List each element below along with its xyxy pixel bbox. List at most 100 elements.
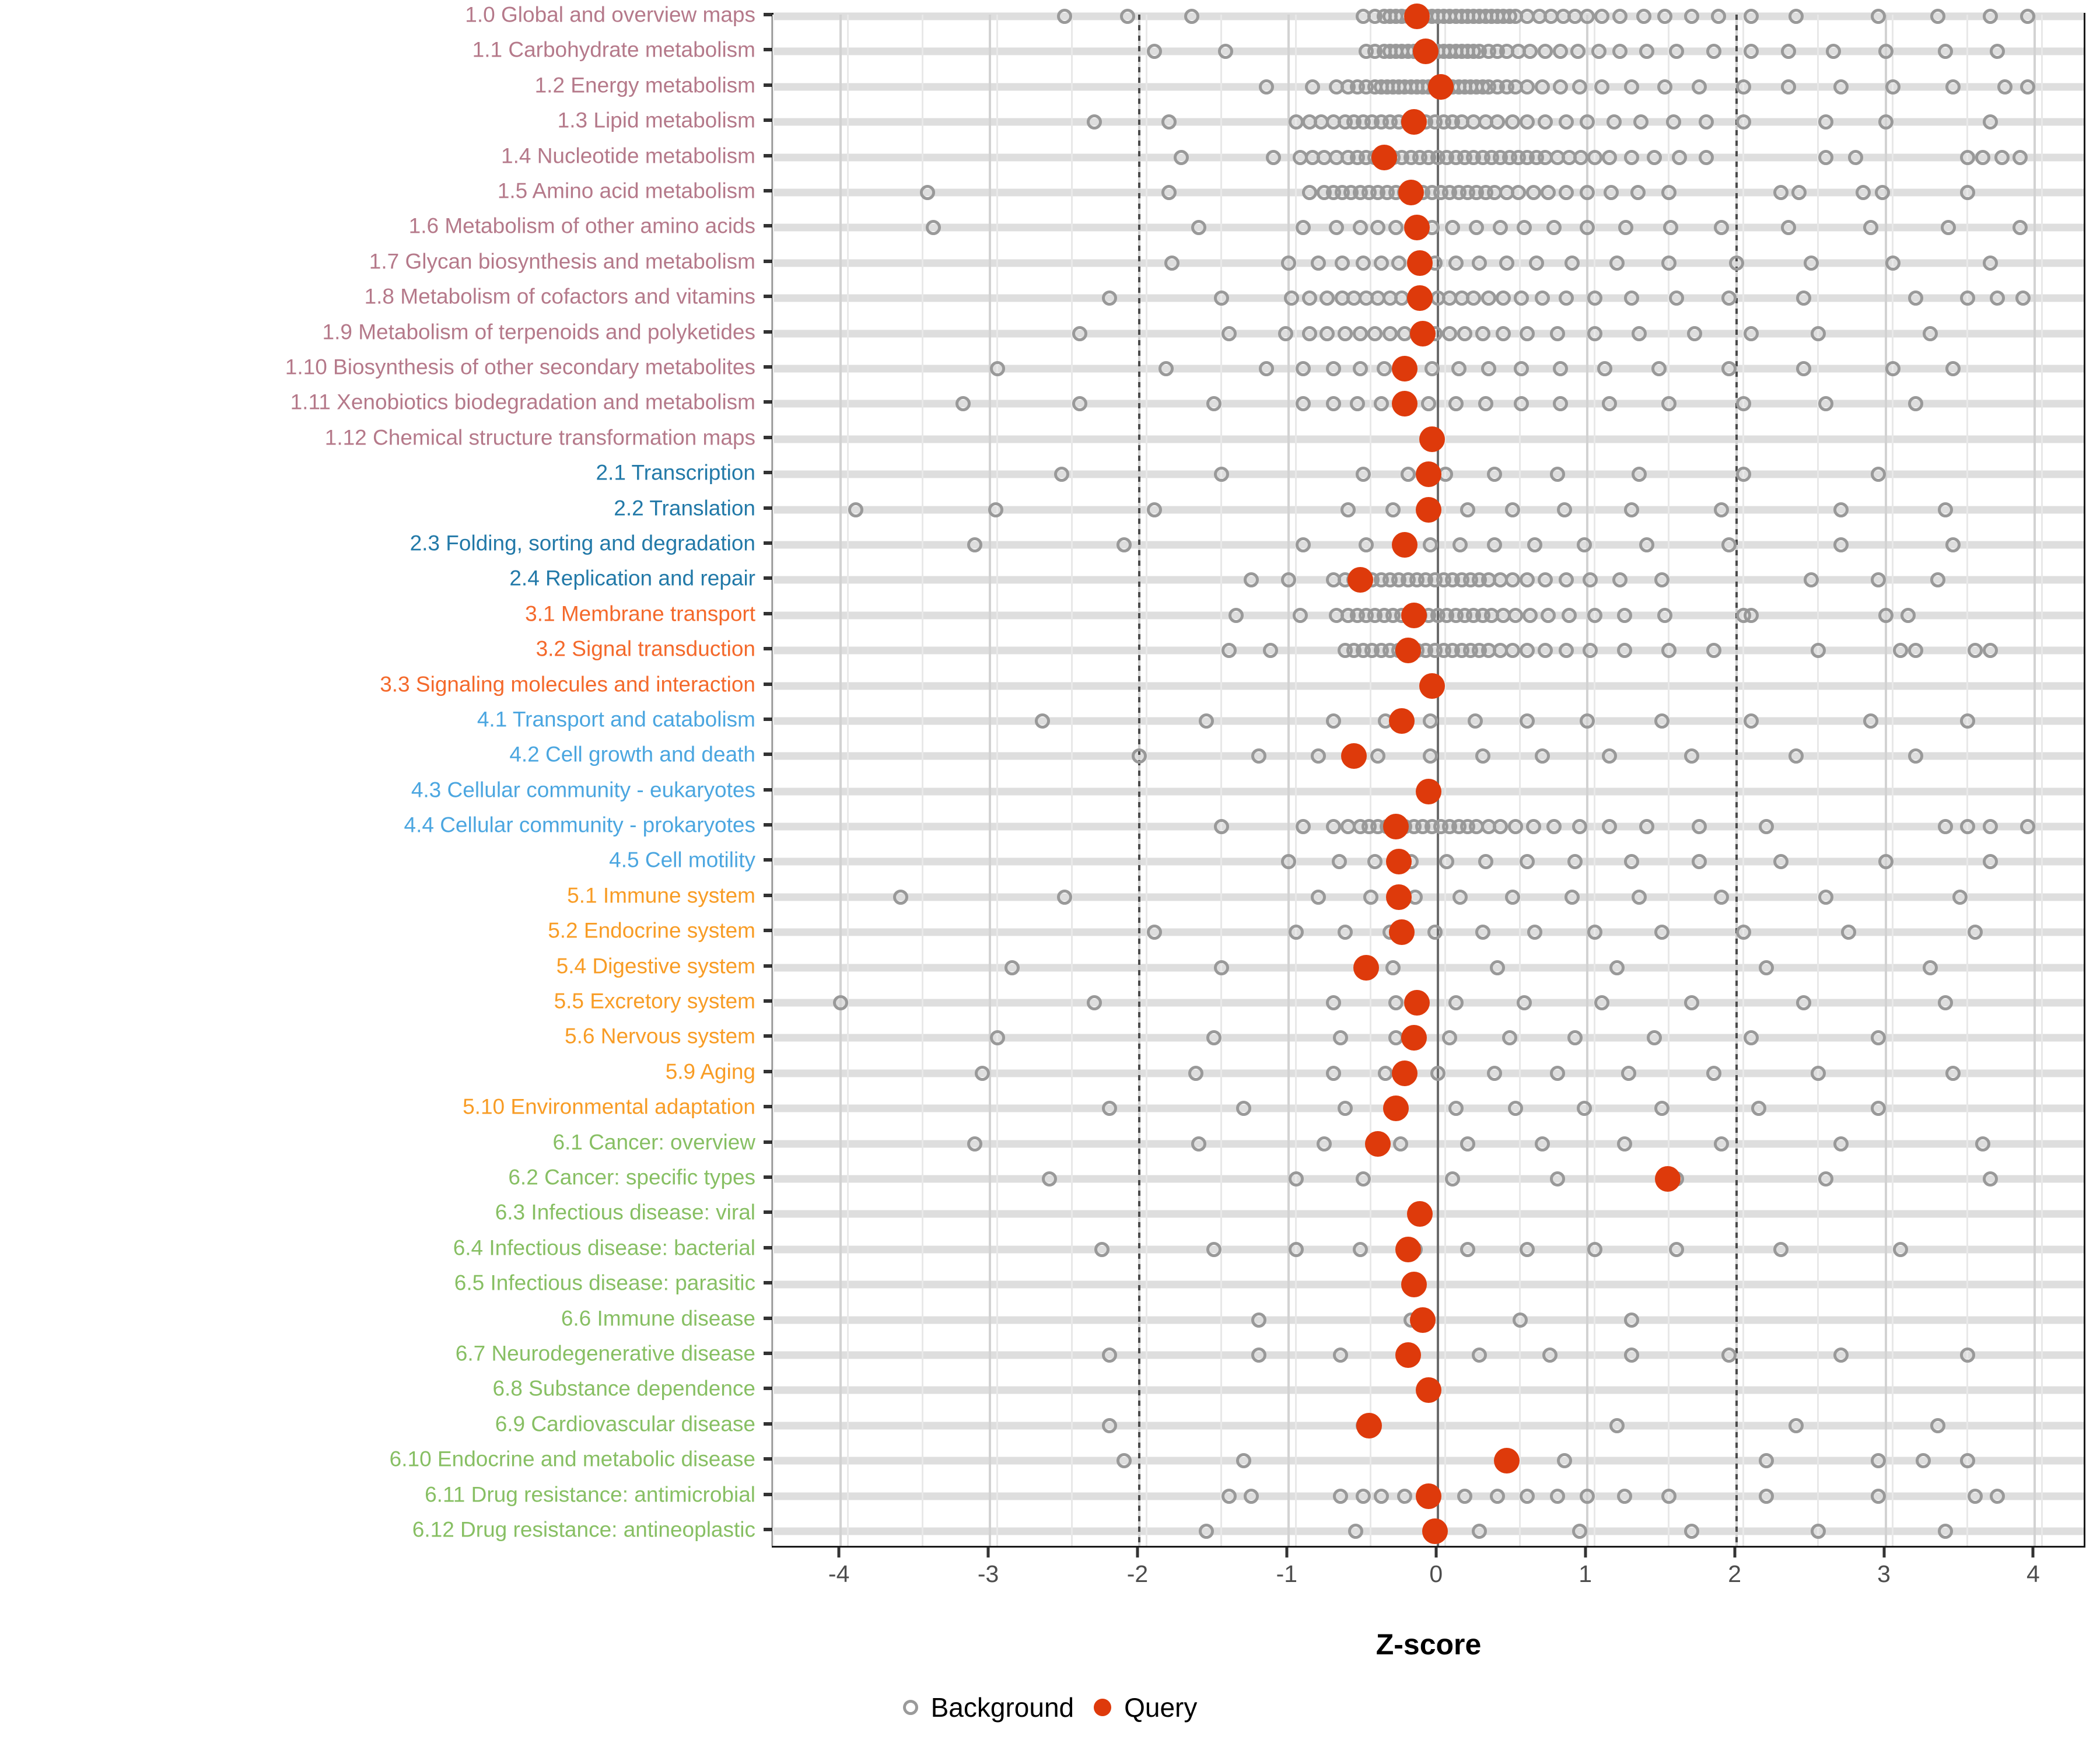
background-point <box>1054 467 1069 482</box>
background-point <box>1632 889 1647 905</box>
background-point <box>1982 255 1998 271</box>
background-point <box>1320 290 1335 306</box>
background-point <box>989 1030 1005 1046</box>
y-axis-label: 2.2 Translation <box>614 496 755 520</box>
background-point <box>1378 1065 1394 1081</box>
background-point <box>1288 1241 1304 1257</box>
background-point <box>1538 44 1553 60</box>
y-axis-tick <box>764 752 772 757</box>
background-point <box>1213 290 1229 306</box>
y-axis-label: 6.10 Endocrine and metabolic disease <box>389 1447 755 1471</box>
background-point <box>1870 1030 1886 1046</box>
background-point <box>1199 713 1214 729</box>
x-gridline-minor <box>1518 15 1521 1546</box>
background-point <box>1686 326 1702 341</box>
background-point <box>1699 114 1714 130</box>
y-axis-tick <box>764 118 772 123</box>
background-point <box>1251 1312 1266 1328</box>
background-point <box>1504 572 1520 588</box>
background-point <box>956 396 971 412</box>
background-point <box>1982 643 1998 659</box>
background-point <box>1116 537 1132 552</box>
background-point <box>1320 326 1335 341</box>
row-gridline <box>774 1422 2084 1430</box>
background-point <box>1288 925 1304 940</box>
y-axis-label: 2.4 Replication and repair <box>509 566 755 590</box>
query-point <box>1416 1483 1442 1509</box>
background-point <box>1960 149 1976 165</box>
background-point <box>1472 255 1488 271</box>
query-point <box>1416 461 1442 488</box>
background-point <box>1945 360 1961 376</box>
background-point <box>1975 149 1990 165</box>
background-point <box>1960 184 1976 200</box>
background-point <box>1472 1348 1488 1363</box>
background-point <box>1567 1030 1583 1046</box>
y-axis-tick <box>764 400 772 404</box>
x-gridline-minor <box>921 15 923 1546</box>
row-gridline <box>774 1175 2084 1183</box>
background-point <box>1937 995 1953 1011</box>
background-point <box>1538 643 1553 659</box>
background-point <box>1691 79 1707 94</box>
background-point <box>1781 79 1797 94</box>
background-point <box>1507 1101 1523 1116</box>
x-gridline <box>1884 15 1887 1546</box>
background-point <box>1636 9 1651 24</box>
background-point <box>1576 537 1592 552</box>
background-point <box>1457 1488 1472 1504</box>
background-point <box>1445 1171 1461 1187</box>
background-point <box>975 1065 991 1081</box>
background-point <box>1206 1030 1222 1046</box>
background-point <box>1363 889 1378 905</box>
background-point <box>1744 9 1759 24</box>
background-point <box>1937 819 1953 835</box>
background-point <box>1534 1136 1550 1152</box>
background-point <box>1296 819 1311 835</box>
legend-item-background[interactable]: Background <box>902 1692 1074 1723</box>
background-point <box>1661 1488 1677 1504</box>
background-point <box>1612 44 1628 60</box>
filled-circle-icon <box>1094 1699 1112 1716</box>
background-point <box>1251 748 1266 764</box>
background-point <box>1388 220 1404 236</box>
background-point <box>1646 149 1662 165</box>
background-point <box>1602 396 1618 412</box>
background-point <box>1472 1524 1488 1539</box>
x-gridline-minor <box>1369 15 1371 1546</box>
query-point <box>1401 602 1427 628</box>
background-point <box>1908 396 1923 412</box>
background-point <box>1960 290 1976 306</box>
background-point <box>1937 1524 1953 1539</box>
background-point <box>1525 819 1541 835</box>
background-point <box>1424 360 1440 376</box>
background-point <box>1490 1488 1506 1504</box>
background-point <box>1572 79 1587 94</box>
background-point <box>1616 1136 1632 1152</box>
background-point <box>1448 255 1464 271</box>
background-point <box>1618 220 1634 236</box>
background-point <box>1616 1488 1632 1504</box>
y-axis-label: 6.12 Drug resistance: antineoplastic <box>412 1517 755 1542</box>
background-point <box>1657 79 1672 94</box>
background-point <box>1773 184 1789 200</box>
y-axis-tick <box>764 893 772 897</box>
background-point <box>1624 854 1640 870</box>
reference-line-dotted <box>1138 15 1140 1546</box>
background-point <box>1579 114 1595 130</box>
y-axis-label: 4.5 Cell motility <box>609 848 755 872</box>
background-point <box>1624 1348 1640 1363</box>
background-point <box>1469 220 1485 236</box>
background-point <box>1639 44 1655 60</box>
query-point <box>1404 215 1430 241</box>
background-point <box>1818 114 1834 130</box>
background-point <box>1352 326 1368 341</box>
row-gridline <box>774 893 2084 901</box>
y-axis-tick <box>764 1316 772 1320</box>
x-gridline <box>2034 15 2036 1546</box>
y-axis-label: 6.3 Infectious disease: viral <box>495 1200 755 1224</box>
y-axis-tick <box>764 1245 772 1250</box>
background-point <box>1960 1453 1976 1469</box>
legend-item-query[interactable]: Query <box>1094 1692 1197 1723</box>
background-point <box>1520 572 1535 588</box>
